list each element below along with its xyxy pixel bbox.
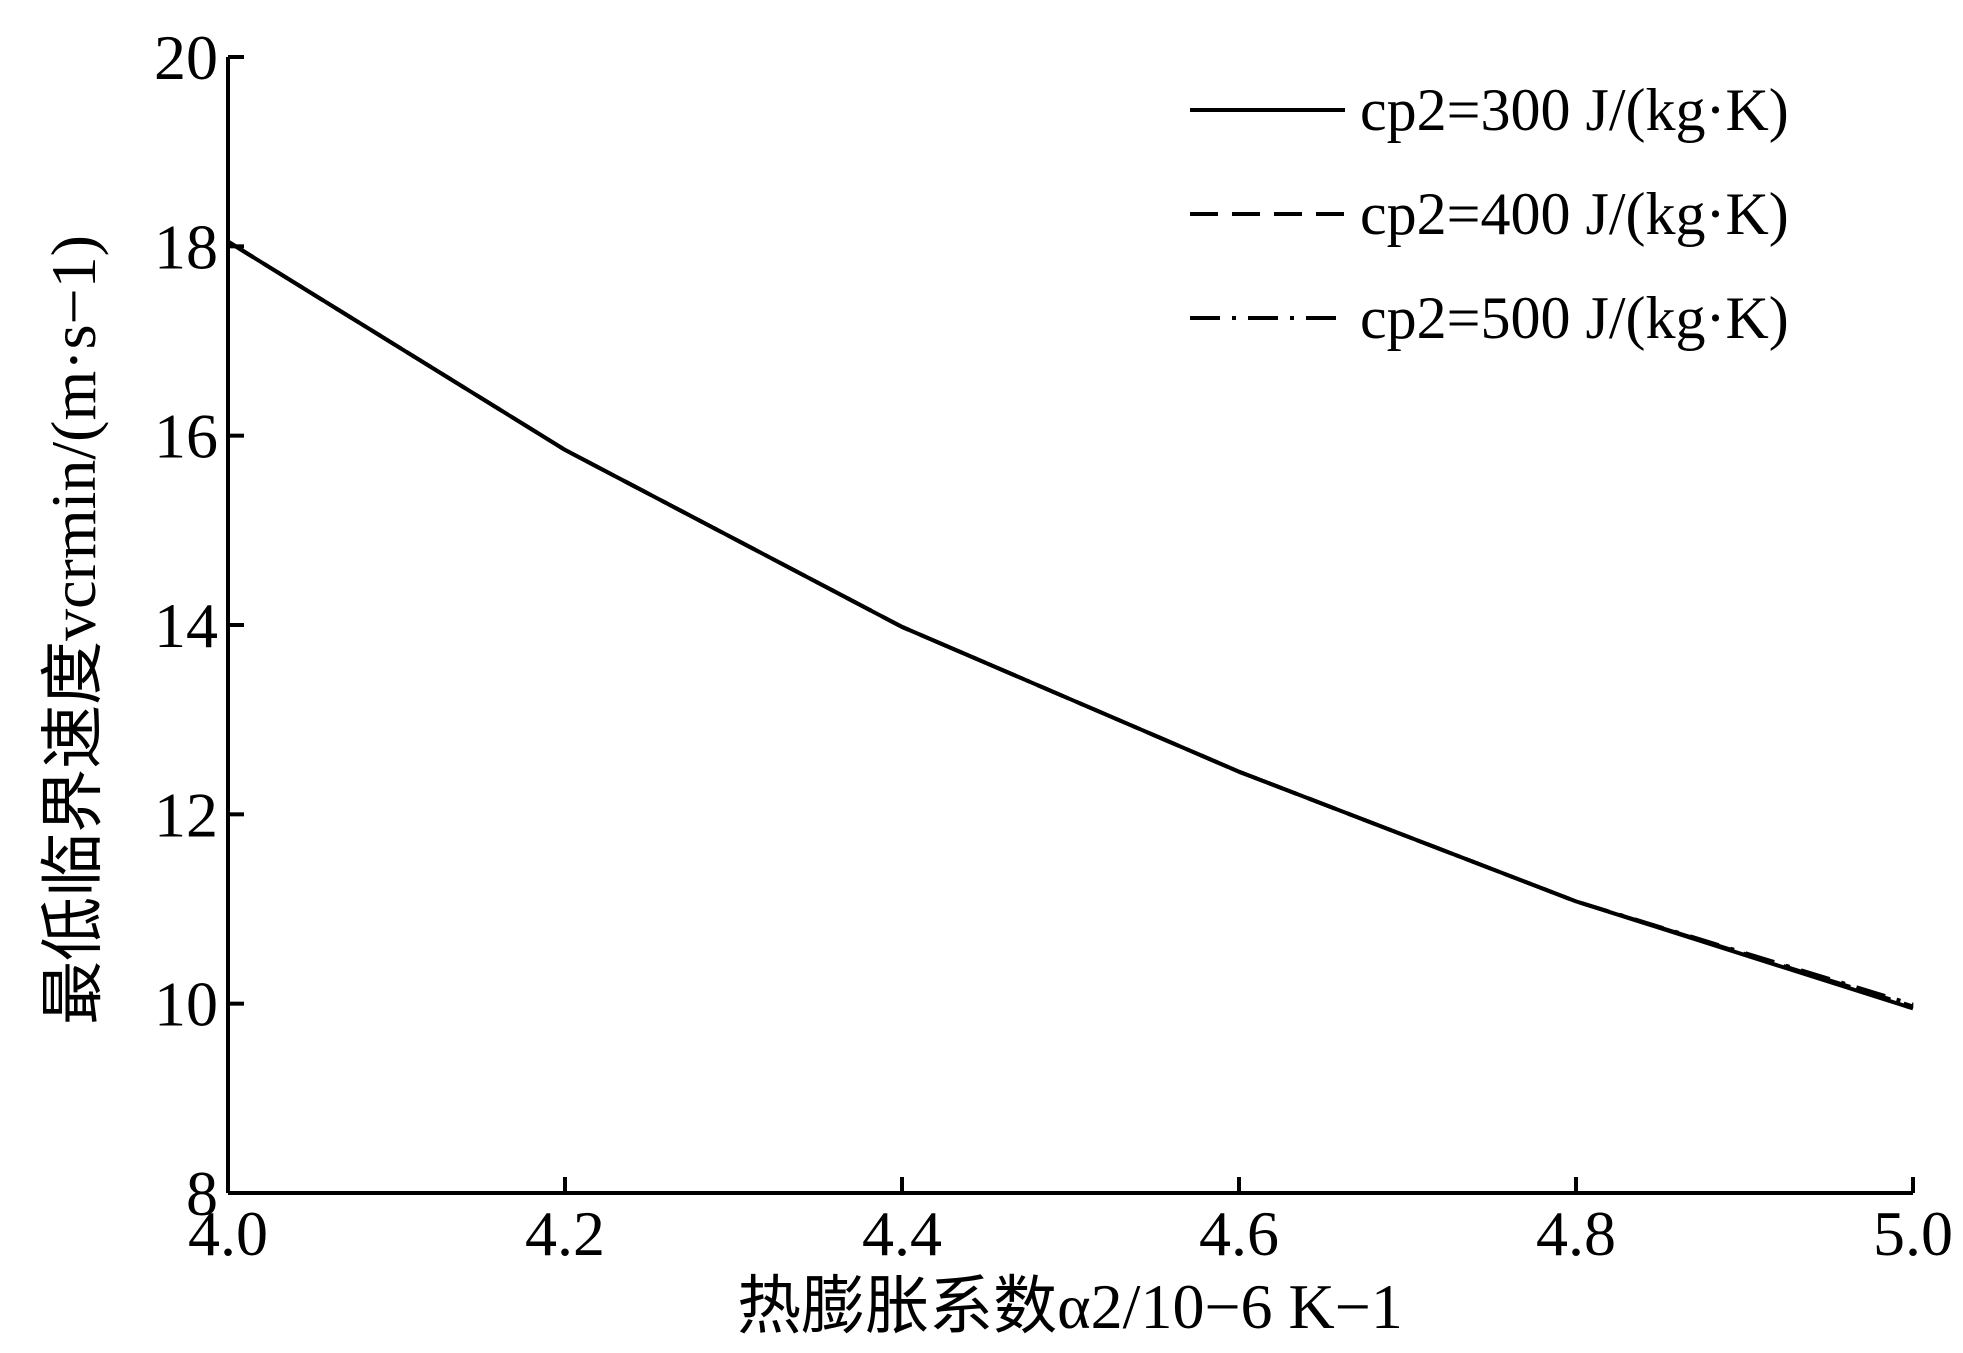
plot-area xyxy=(226,239,1914,1011)
x-tick-label: 4.6 xyxy=(1199,1198,1279,1269)
series-line-3 xyxy=(226,239,1914,1007)
y-axis-title: 最低临界速度vcrmin/(m·s−1) xyxy=(38,235,109,1025)
x-tick-label: 4.8 xyxy=(1536,1198,1616,1269)
legend-label-2: cp2=400 J/(kg·K) xyxy=(1360,181,1789,247)
series-line-2 xyxy=(226,239,1914,1009)
x-tick-label: 4.0 xyxy=(188,1198,268,1269)
x-axis-title: 热膨胀系数α2/10−6 K−1 xyxy=(737,1271,1403,1342)
y-tick-label: 18 xyxy=(154,211,218,282)
series-line-1 xyxy=(226,239,1914,1011)
x-tick-label: 4.2 xyxy=(525,1198,605,1269)
legend-label-1: cp2=300 J/(kg·K) xyxy=(1360,77,1789,143)
legend-label-3: cp2=500 J/(kg·K) xyxy=(1360,285,1789,351)
x-ticks: 4.0 4.2 4.4 4.6 4.8 5.0 xyxy=(188,1177,1953,1269)
y-ticks: 8 10 12 14 16 18 20 xyxy=(154,22,244,1229)
y-tick-label: 8 xyxy=(186,1158,218,1229)
legend: cp2=300 J/(kg·K) cp2=400 J/(kg·K) cp2=500 … xyxy=(1190,77,1789,351)
x-tick-label: 4.4 xyxy=(862,1198,942,1269)
y-tick-label: 20 xyxy=(154,22,218,93)
y-tick-label: 10 xyxy=(154,969,218,1040)
y-axis-title-text: 最低临界速度vcrmin/(m·s−1) xyxy=(38,235,109,1025)
x-tick-label: 5.0 xyxy=(1873,1198,1953,1269)
y-tick-label: 14 xyxy=(154,590,218,661)
x-axis-title-text: 热膨胀系数α2/10−6 K−1 xyxy=(737,1271,1403,1342)
y-tick-label: 12 xyxy=(154,779,218,850)
y-tick-label: 16 xyxy=(154,401,218,472)
